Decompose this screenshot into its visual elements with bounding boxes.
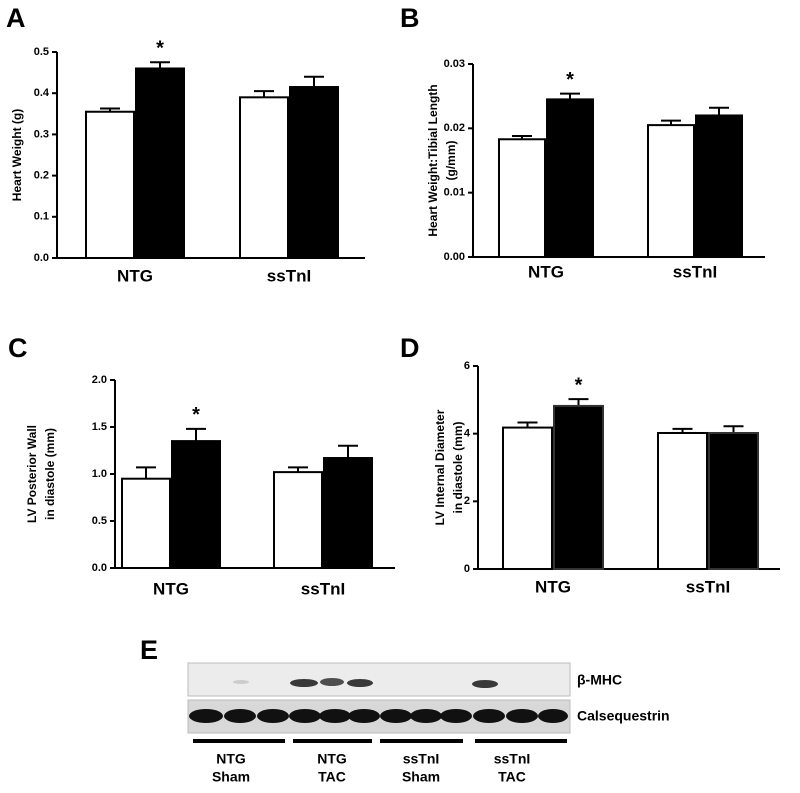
bar [85, 110, 135, 259]
band [380, 709, 412, 723]
bar [135, 67, 185, 260]
y-tick-label: 1.0 [92, 468, 107, 480]
panel-letter: C [8, 333, 28, 363]
bar [708, 431, 759, 570]
x-tick-label: ssTnI [301, 579, 345, 598]
bar [239, 96, 289, 259]
bar [171, 440, 221, 570]
band [257, 709, 289, 723]
y-tick-label: 2.0 [92, 374, 107, 386]
bar [273, 471, 323, 569]
band [348, 709, 380, 723]
group-label: ssTnI [403, 751, 440, 767]
y-axis-label: LV Posterior Wall [25, 425, 39, 523]
y-tick-label: 0.4 [34, 87, 50, 99]
bar [323, 457, 373, 569]
bar [657, 431, 708, 570]
x-tick-label: NTG [153, 579, 189, 598]
blot-strip [187, 662, 571, 697]
band [538, 709, 568, 723]
x-tick-label: ssTnI [686, 577, 730, 596]
band [410, 709, 442, 723]
band [289, 709, 321, 723]
y-tick-label: 0.5 [92, 515, 107, 527]
y-tick-label: 1.5 [92, 421, 107, 433]
bar [121, 477, 171, 570]
blot-images [187, 662, 571, 743]
panel-letter: D [400, 333, 420, 363]
y-axis-label: Heart Weight (g) [10, 109, 24, 201]
x-tick-label: ssTnI [267, 266, 311, 285]
blot-row-label: β-MHC [577, 672, 622, 688]
group-label: Sham [212, 769, 250, 785]
band [472, 680, 498, 688]
band [506, 709, 538, 723]
band [320, 678, 344, 686]
panel-letter: A [6, 3, 26, 33]
band [290, 679, 318, 687]
significance-marker: * [566, 69, 574, 91]
x-tick-label: ssTnI [673, 262, 717, 281]
bar [647, 124, 695, 258]
band [473, 709, 505, 723]
y-tick-label: 0.5 [34, 46, 49, 58]
significance-marker: * [156, 38, 164, 60]
group-label: TAC [498, 769, 526, 785]
significance-marker: * [192, 404, 200, 426]
y-axis-label: in diastole (mm) [43, 428, 57, 520]
group-label: TAC [318, 769, 346, 785]
bar [502, 426, 553, 570]
y-axis-label: LV Internal Diameter [433, 409, 447, 525]
calsequestrin-bands [189, 709, 568, 723]
blot-row-label: Calsequestrin [577, 708, 670, 724]
significance-marker: * [575, 374, 583, 396]
y-tick-label: 0 [464, 563, 470, 575]
y-tick-label: 0.03 [444, 58, 465, 70]
bar [498, 138, 546, 259]
band [189, 709, 223, 723]
band [440, 709, 472, 723]
y-tick-label: 0.0 [34, 252, 49, 264]
bar [289, 86, 339, 259]
bar [546, 98, 594, 258]
y-axis-label: in diastole (mm) [451, 421, 465, 513]
panel-letter: B [400, 3, 420, 33]
y-tick-label: 0.02 [444, 122, 465, 134]
panel-letter: E [140, 635, 158, 665]
y-tick-label: 0.3 [34, 128, 49, 140]
y-tick-label: 0.1 [34, 211, 49, 223]
y-tick-label: 0.2 [34, 170, 49, 182]
y-tick-label: 6 [464, 360, 470, 372]
band [233, 680, 249, 684]
y-axis-label: (g/mm) [444, 141, 458, 181]
y-tick-label: 0.01 [444, 187, 465, 199]
y-tick-label: 0.0 [92, 562, 107, 574]
group-label: NTG [216, 751, 246, 767]
band [319, 709, 351, 723]
blot-bands [233, 678, 498, 688]
y-tick-label: 2 [464, 495, 470, 507]
bar [553, 404, 604, 570]
group-label: Sham [402, 769, 440, 785]
band [224, 709, 256, 723]
x-tick-label: NTG [528, 262, 564, 281]
y-tick-label: 0.00 [444, 251, 465, 263]
bar [695, 114, 743, 259]
x-tick-label: NTG [535, 577, 571, 596]
y-tick-label: 4 [464, 428, 471, 440]
y-axis-label: Heart Weight:Tibial Length [426, 84, 440, 236]
x-tick-label: NTG [117, 266, 153, 285]
band [347, 679, 373, 687]
group-label: ssTnI [494, 751, 531, 767]
group-label: NTG [317, 751, 347, 767]
